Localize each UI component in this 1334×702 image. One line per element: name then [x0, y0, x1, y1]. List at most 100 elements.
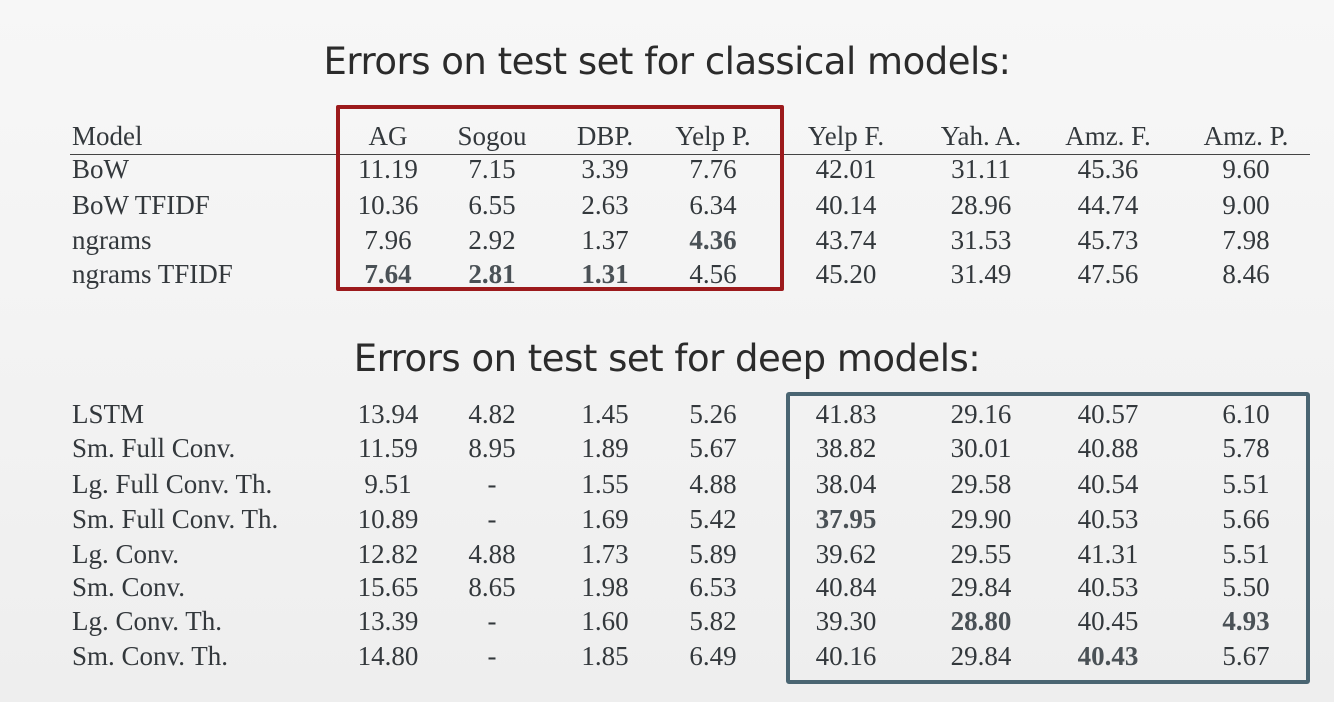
column-header: Amz. F. [1065, 121, 1151, 151]
table-cell: 1.60 [581, 606, 629, 636]
table-cell: 42.01 [815, 154, 877, 184]
table-cell: 29.84 [950, 572, 1012, 602]
table-cell: 4.88 [468, 539, 516, 569]
model-name: ngrams [72, 225, 152, 255]
table-cell: 31.11 [951, 154, 1011, 184]
table-cell: 2.92 [468, 225, 516, 255]
table-cell: 5.51 [1222, 469, 1270, 499]
table-cell: 38.04 [815, 469, 877, 499]
deep-models-title: Errors on test set for deep models: [353, 337, 981, 380]
table-cell: 40.14 [815, 190, 877, 220]
table-cell: 47.56 [1077, 259, 1139, 289]
table-cell: 29.16 [950, 399, 1012, 429]
table-cell: 28.80 [950, 606, 1012, 636]
table-cell: 8.46 [1222, 259, 1270, 289]
model-name: Lg. Conv. [72, 539, 179, 569]
deep-highlight-box [786, 392, 1310, 684]
table-cell: 7.96 [364, 225, 412, 255]
table-cell: 30.01 [950, 433, 1012, 463]
table-cell: 4.82 [468, 399, 516, 429]
table-cell: 1.73 [581, 539, 629, 569]
table-cell: 4.93 [1222, 606, 1270, 636]
table-cell: 31.49 [950, 259, 1012, 289]
model-name: Sm. Conv. Th. [72, 641, 229, 671]
classical-models-title: Errors on test set for classical models: [323, 40, 1011, 83]
model-name: Lg. Full Conv. Th. [72, 469, 273, 499]
table-cell: 8.65 [468, 572, 516, 602]
table-cell: 7.98 [1222, 225, 1270, 255]
table-cell: 2.81 [468, 259, 516, 289]
table-cell: 29.55 [950, 539, 1012, 569]
table-cell: 7.15 [468, 154, 516, 184]
table-cell: 1.69 [581, 504, 629, 534]
table-cell: 14.80 [357, 641, 419, 671]
table-cell: 28.96 [950, 190, 1012, 220]
table-cell: 1.55 [581, 469, 629, 499]
model-name: LSTM [72, 399, 145, 429]
table-cell: 7.76 [689, 154, 737, 184]
table-cell: 10.36 [357, 190, 419, 220]
table-cell: 13.39 [357, 606, 419, 636]
table-cell: 15.65 [357, 572, 419, 602]
table-cell: 4.36 [689, 225, 737, 255]
table-cell: 5.67 [1222, 641, 1270, 671]
table-cell: 5.66 [1222, 504, 1270, 534]
table-cell: 40.84 [815, 572, 877, 602]
table-cell: 11.19 [358, 154, 418, 184]
table-cell: 29.84 [950, 641, 1012, 671]
table-cell: 40.53 [1077, 504, 1139, 534]
table-cell: 41.31 [1077, 539, 1139, 569]
table-cell: 40.53 [1077, 572, 1139, 602]
table-cell: - [487, 504, 497, 534]
table-cell: 1.45 [581, 399, 629, 429]
classical-highlight-box [336, 105, 784, 291]
table-cell: 1.85 [581, 641, 629, 671]
column-header: DBP. [576, 121, 634, 151]
column-header: AG [368, 121, 408, 151]
table-cell: 43.74 [815, 225, 877, 255]
table-cell: 38.82 [815, 433, 877, 463]
model-name: Sm. Conv. [72, 572, 186, 602]
table-cell: 39.62 [815, 539, 877, 569]
column-header: Yelp F. [807, 121, 885, 151]
table-cell: - [487, 469, 497, 499]
table-cell: 31.53 [950, 225, 1012, 255]
table-cell: 5.89 [689, 539, 737, 569]
table-cell: 45.36 [1077, 154, 1139, 184]
table-cell: 9.60 [1222, 154, 1270, 184]
table-cell: 8.95 [468, 433, 516, 463]
table-cell: 29.58 [950, 469, 1012, 499]
table-cell: 1.89 [581, 433, 629, 463]
table-cell: 4.88 [689, 469, 737, 499]
table-cell: 29.90 [950, 504, 1012, 534]
table-cell: 40.43 [1077, 641, 1139, 671]
column-header: Yah. A. [940, 121, 1022, 151]
model-name: ngrams TFIDF [72, 259, 233, 289]
table-cell: 2.63 [581, 190, 629, 220]
table-cell: 1.37 [581, 225, 629, 255]
table-cell: 5.78 [1222, 433, 1270, 463]
table-cell: 5.51 [1222, 539, 1270, 569]
table-cell: 3.39 [581, 154, 629, 184]
table-cell: 9.00 [1222, 190, 1270, 220]
model-name: BoW [72, 154, 129, 184]
table-cell: 5.67 [689, 433, 737, 463]
table-cell: 11.59 [358, 433, 418, 463]
table-cell: 6.10 [1222, 399, 1270, 429]
table-cell: 40.54 [1077, 469, 1139, 499]
model-name: Lg. Conv. Th. [72, 606, 223, 636]
column-header-model: Model [72, 121, 143, 151]
table-cell: 44.74 [1077, 190, 1139, 220]
table-cell: 6.49 [689, 641, 737, 671]
table-cell: 5.42 [689, 504, 737, 534]
table-cell: 1.98 [581, 572, 629, 602]
column-header: Amz. P. [1203, 121, 1289, 151]
table-cell: 5.26 [689, 399, 737, 429]
table-cell: 6.53 [689, 572, 737, 602]
table-cell: 6.55 [468, 190, 516, 220]
table-cell: 39.30 [815, 606, 877, 636]
table-cell: 40.45 [1077, 606, 1139, 636]
table-cell: 40.16 [815, 641, 877, 671]
model-name: Sm. Full Conv. Th. [72, 504, 279, 534]
table-cell: 41.83 [815, 399, 877, 429]
